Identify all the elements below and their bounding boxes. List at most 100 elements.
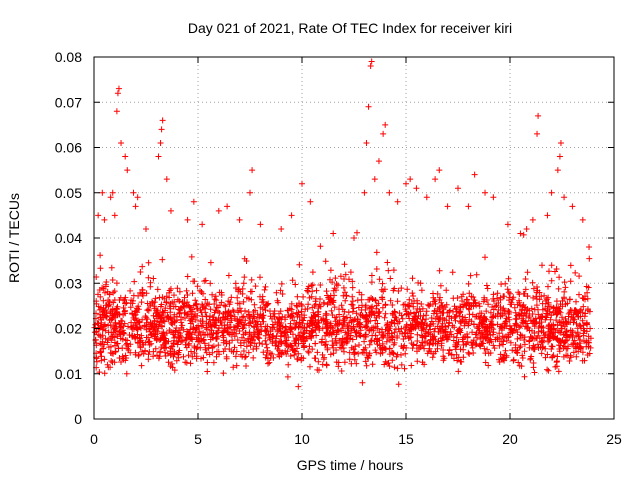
data-point xyxy=(278,225,285,232)
y-tick-label: 0.02 xyxy=(55,321,82,337)
data-point xyxy=(288,212,295,219)
data-point xyxy=(368,58,375,65)
data-point xyxy=(190,198,197,205)
data-point xyxy=(403,180,409,187)
data-point xyxy=(367,63,374,70)
x-tick-labels: 0 5 10 15 20 25 xyxy=(90,431,622,447)
data-point xyxy=(330,230,337,237)
data-point xyxy=(351,235,357,241)
data-point-cloud xyxy=(91,229,594,390)
data-point xyxy=(124,167,131,174)
data-point xyxy=(517,230,524,237)
y-axis-label: ROTI / TECUs xyxy=(6,193,22,283)
data-point xyxy=(247,189,253,196)
data-point xyxy=(249,167,256,174)
x-tick-label: 25 xyxy=(606,431,622,447)
data-point xyxy=(184,216,191,223)
data-point xyxy=(130,189,137,196)
data-point xyxy=(109,189,116,196)
data-point xyxy=(423,194,430,201)
data-point xyxy=(561,194,568,201)
data-point xyxy=(579,216,586,223)
y-tick-label: 0.08 xyxy=(55,49,82,65)
data-point xyxy=(155,153,162,160)
x-tick-label: 15 xyxy=(398,431,414,447)
data-point xyxy=(386,189,393,196)
y-tick-labels: 0 0.01 0.02 0.03 0.04 0.05 0.06 0.07 0.08 xyxy=(55,49,82,427)
data-point xyxy=(167,207,174,214)
data-point xyxy=(113,108,120,115)
data-point xyxy=(432,176,439,183)
data-point xyxy=(115,85,122,92)
data-point xyxy=(95,212,102,219)
y-tick-label: 0.01 xyxy=(55,366,82,382)
data-point xyxy=(158,126,165,133)
chart-title: Day 021 of 2021, Rate Of TEC Index for r… xyxy=(188,20,512,36)
data-point xyxy=(365,103,372,110)
data-point xyxy=(436,167,443,174)
data-point xyxy=(455,185,461,192)
data-point xyxy=(111,212,118,219)
data-point xyxy=(143,225,149,232)
data-point xyxy=(382,121,389,128)
data-point xyxy=(534,130,541,137)
data-point xyxy=(556,153,563,160)
data-point xyxy=(363,139,370,146)
y-tick-label: 0.07 xyxy=(55,94,82,110)
data-point xyxy=(529,216,536,223)
y-tick-label: 0.03 xyxy=(55,275,82,291)
data-point xyxy=(132,203,139,210)
data-point xyxy=(569,203,576,210)
data-point xyxy=(199,221,206,228)
data-point xyxy=(118,139,125,146)
data-point xyxy=(224,203,231,210)
data-point xyxy=(122,153,129,160)
data-point xyxy=(157,139,164,146)
x-tick-label: 0 xyxy=(90,431,98,447)
data-point xyxy=(101,216,108,223)
y-tick-label: 0 xyxy=(74,411,82,427)
data-point xyxy=(586,244,593,251)
data-point xyxy=(159,117,166,124)
data-point xyxy=(413,185,420,192)
data-point xyxy=(361,189,368,196)
y-tick-label: 0.06 xyxy=(55,140,82,156)
data-point xyxy=(394,198,401,205)
data-point xyxy=(407,176,414,183)
y-tick-label: 0.04 xyxy=(55,230,82,246)
x-tick-label: 20 xyxy=(502,431,518,447)
data-point xyxy=(465,203,472,210)
data-point xyxy=(557,139,564,146)
data-point xyxy=(535,112,542,119)
x-axis-label: GPS time / hours xyxy=(297,457,404,473)
data-point xyxy=(215,207,222,214)
data-point xyxy=(134,194,141,201)
data-point xyxy=(490,194,497,201)
data-point xyxy=(163,176,170,183)
data-point xyxy=(307,198,314,205)
y-tick-label: 0.05 xyxy=(55,185,82,201)
data-point xyxy=(257,221,264,228)
data-point xyxy=(299,180,305,187)
data-points xyxy=(91,58,594,390)
x-tick-label: 10 xyxy=(294,431,310,447)
data-point xyxy=(554,167,561,174)
data-point xyxy=(380,130,387,137)
data-point xyxy=(99,189,106,196)
data-point xyxy=(523,225,530,232)
data-point xyxy=(371,176,378,183)
axis-ticks xyxy=(93,56,615,420)
data-point xyxy=(548,189,555,196)
data-point xyxy=(544,212,551,219)
data-point xyxy=(107,194,114,201)
data-point xyxy=(114,90,121,97)
data-point xyxy=(471,171,478,178)
data-point xyxy=(375,158,382,165)
data-point xyxy=(236,216,243,223)
data-point xyxy=(504,221,511,228)
data-point xyxy=(444,203,451,210)
x-tick-label: 5 xyxy=(194,431,202,447)
data-point xyxy=(482,189,489,196)
